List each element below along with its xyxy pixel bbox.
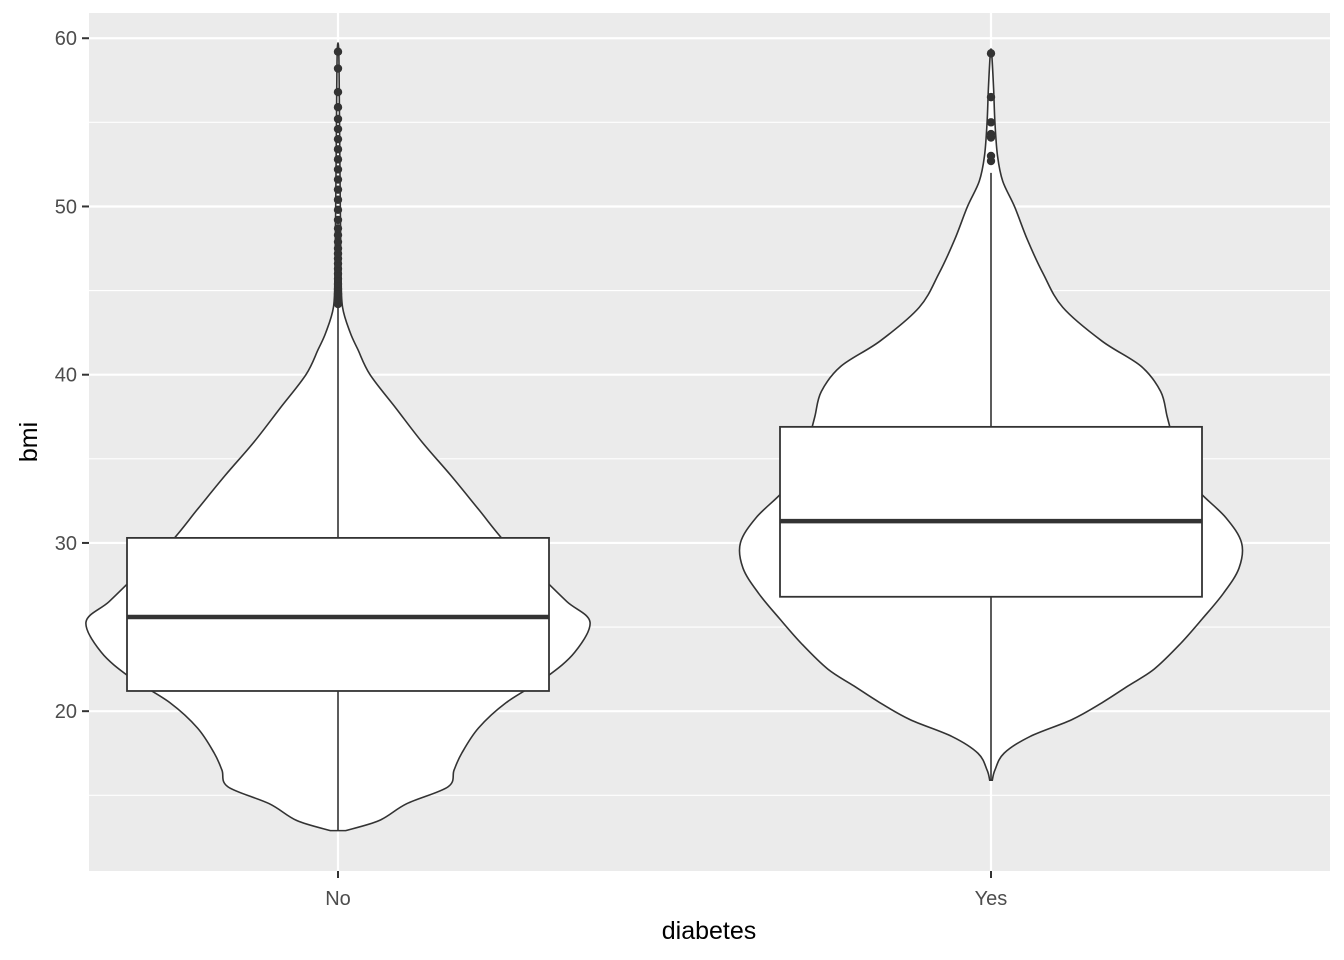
- outlier-point: [333, 224, 343, 233]
- outlier-point: [333, 145, 343, 154]
- outlier-point: [986, 151, 996, 161]
- outlier-point: [333, 237, 343, 246]
- outlier-point: [333, 195, 343, 204]
- outlier-point: [333, 215, 343, 225]
- outlier-point: [986, 92, 996, 102]
- outlier-point: [333, 244, 343, 253]
- outlier-point: [986, 49, 996, 58]
- outlier-point: [333, 114, 343, 124]
- outlier-point: [986, 129, 996, 139]
- x-tick-label: Yes: [975, 888, 1008, 910]
- y-tick-label: 50: [55, 196, 77, 218]
- y-axis-title: bmi: [15, 422, 43, 462]
- outlier-point: [333, 124, 343, 134]
- outlier-point: [333, 155, 343, 164]
- outlier-point: [333, 134, 343, 144]
- chart-marks: [85, 42, 1244, 832]
- y-tick-label: 30: [55, 533, 77, 555]
- y-tick-label: 60: [55, 28, 77, 50]
- outlier-point: [333, 165, 343, 174]
- y-tick-label: 40: [55, 365, 77, 387]
- y-tick-label: 20: [55, 701, 77, 723]
- outlier-point: [333, 185, 343, 194]
- outlier-point: [333, 47, 343, 56]
- outlier-point: [333, 175, 343, 184]
- box-yes: [779, 425, 1203, 598]
- axes: 20 30 40 50 60 No Yes: [55, 28, 1008, 910]
- outlier-point: [333, 230, 343, 240]
- outlier-point: [333, 64, 343, 73]
- outlier-point: [333, 103, 343, 112]
- outlier-point: [333, 205, 343, 215]
- x-tick-label: No: [325, 888, 351, 910]
- x-axis-title: diabetes: [662, 917, 757, 945]
- box-no: [126, 536, 550, 692]
- outlier-point: [333, 87, 343, 97]
- outlier-point: [986, 118, 996, 127]
